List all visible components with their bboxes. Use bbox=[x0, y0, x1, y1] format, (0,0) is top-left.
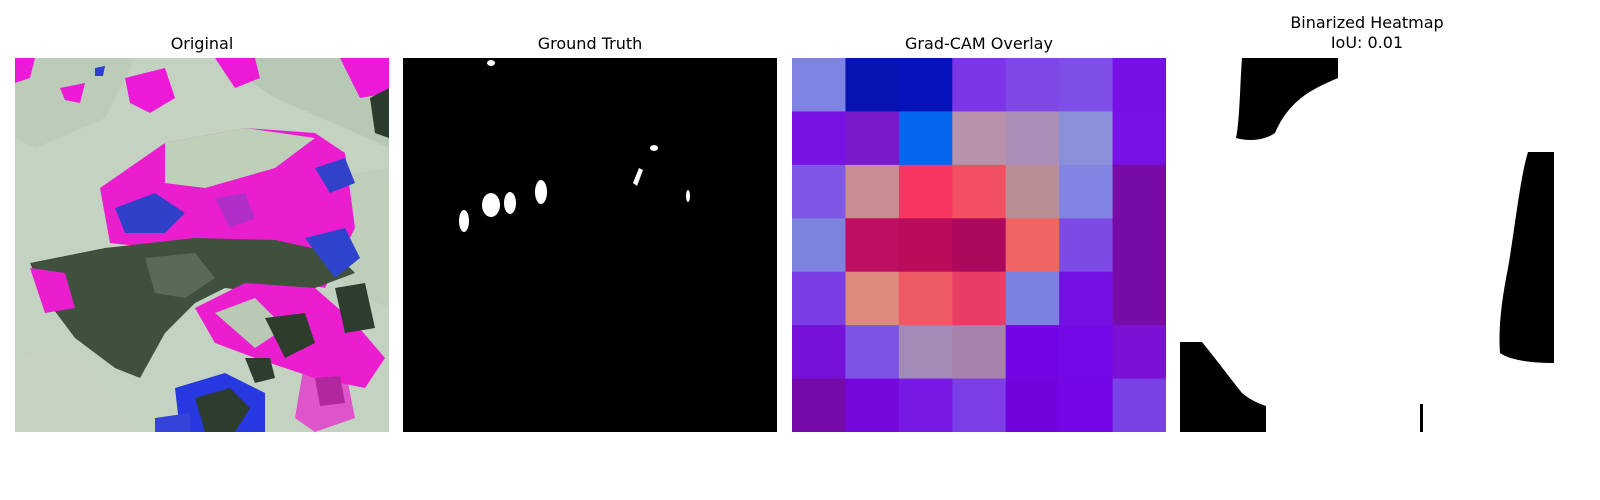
gradcam-cell bbox=[792, 325, 846, 380]
gradcam-cell bbox=[1059, 164, 1114, 219]
gradcam-cell bbox=[952, 164, 1007, 219]
gradcam-cell bbox=[792, 271, 846, 326]
gradcam-cell bbox=[845, 325, 900, 380]
gradcam-cell bbox=[898, 271, 953, 326]
gradcam-cell bbox=[898, 325, 953, 380]
ground-truth-mask bbox=[403, 58, 777, 432]
original-leaf-picture bbox=[15, 58, 389, 432]
panel-title-gradcam: Grad-CAM Overlay bbox=[905, 34, 1053, 53]
gradcam-cell bbox=[1059, 218, 1114, 273]
gradcam-cell bbox=[792, 378, 846, 432]
gradcam-cell bbox=[1059, 111, 1114, 166]
gradcam-cell bbox=[1112, 325, 1166, 380]
gradcam-cell bbox=[952, 111, 1007, 166]
iou-text: IoU: 0.01 bbox=[1330, 33, 1404, 52]
gradcam-cell bbox=[1059, 58, 1114, 112]
gradcam-cell bbox=[845, 58, 900, 112]
gradcam-cell bbox=[952, 271, 1007, 326]
gradcam-cell bbox=[1059, 325, 1114, 380]
gradcam-cell bbox=[1112, 58, 1166, 112]
gradcam-cell bbox=[1005, 378, 1060, 432]
gradcam-cell bbox=[952, 218, 1007, 273]
gradcam-cell bbox=[952, 378, 1007, 432]
binarized-heatmap-picture bbox=[1180, 58, 1554, 432]
binarized-title-line: Binarized Heatmap bbox=[1290, 13, 1444, 32]
original-image bbox=[15, 58, 389, 432]
panel-title-ground-truth: Ground Truth bbox=[537, 34, 643, 53]
binarized-heatmap bbox=[1180, 58, 1554, 432]
ground-truth-mask-picture bbox=[403, 58, 777, 432]
gradcam-cell bbox=[1005, 271, 1060, 326]
gradcam-cell bbox=[1112, 164, 1166, 219]
gradcam-overlay bbox=[792, 58, 1166, 432]
gradcam-cell bbox=[898, 111, 953, 166]
gradcam-cell bbox=[898, 218, 953, 273]
panel-title-original: Original bbox=[170, 34, 234, 53]
gradcam-cell bbox=[792, 218, 846, 273]
gradcam-cell bbox=[1059, 271, 1114, 326]
gradcam-cell bbox=[952, 58, 1007, 112]
gradcam-grid bbox=[792, 58, 1166, 432]
panel-title-binarized: Binarized Heatmap IoU: 0.01 bbox=[1180, 13, 1554, 53]
gradcam-cell bbox=[898, 164, 953, 219]
gradcam-cell bbox=[1112, 271, 1166, 326]
gradcam-cell bbox=[845, 111, 900, 166]
gradcam-cell bbox=[1005, 164, 1060, 219]
gradcam-cell bbox=[845, 378, 900, 432]
gradcam-cell bbox=[1005, 58, 1060, 112]
gradcam-cell bbox=[845, 164, 900, 219]
gradcam-cell bbox=[792, 164, 846, 219]
gradcam-cell bbox=[952, 325, 1007, 380]
gradcam-cell bbox=[1112, 218, 1166, 273]
gradcam-cell bbox=[1059, 378, 1114, 432]
gradcam-cell bbox=[1005, 218, 1060, 273]
gradcam-cell bbox=[1112, 111, 1166, 166]
gradcam-cell bbox=[1112, 378, 1166, 432]
gradcam-cell bbox=[792, 111, 846, 166]
gradcam-cell bbox=[1005, 325, 1060, 380]
gradcam-cell bbox=[792, 58, 846, 112]
gradcam-cell bbox=[898, 58, 953, 112]
gradcam-cell bbox=[1005, 111, 1060, 166]
gradcam-cell bbox=[845, 218, 900, 273]
gradcam-cell bbox=[898, 378, 953, 432]
gradcam-cell bbox=[845, 271, 900, 326]
